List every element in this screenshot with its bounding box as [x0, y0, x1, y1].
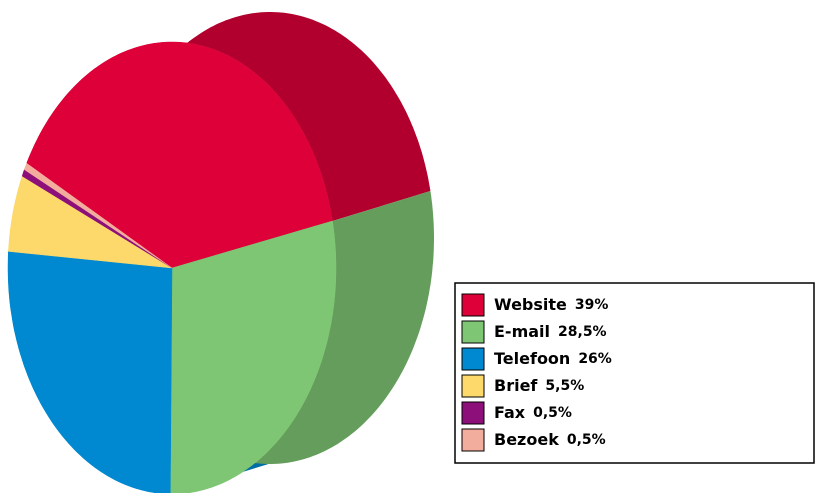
legend-label: E-mail 28,5% — [494, 322, 607, 341]
pie-faces — [7, 41, 337, 493]
pie-slice — [170, 220, 337, 493]
legend-swatch — [461, 320, 485, 344]
legend-value: 0,5% — [533, 405, 572, 421]
pie-slice — [7, 251, 173, 493]
legend-swatch — [461, 374, 485, 398]
legend-category: E-mail — [494, 322, 550, 341]
legend-category: Brief — [494, 376, 538, 395]
legend-label: Fax 0,5% — [494, 403, 572, 422]
legend-value: 0,5% — [567, 432, 606, 448]
legend-label: Telefoon 26% — [494, 349, 612, 368]
legend-swatch — [461, 293, 485, 317]
pie-side — [173, 191, 434, 493]
legend-value: 5,5% — [545, 378, 584, 394]
legend-value: 26% — [578, 351, 612, 367]
legend-value: 28,5% — [558, 324, 607, 340]
legend-swatch — [461, 428, 485, 452]
legend-label: Website 39% — [494, 295, 608, 314]
pie-slice — [23, 162, 173, 269]
legend-category: Bezoek — [494, 430, 559, 449]
pie-slice — [26, 41, 333, 269]
legend-category: Fax — [494, 403, 526, 422]
legend-value: 39% — [575, 297, 609, 313]
pie-slice — [8, 175, 173, 269]
legend-category: Telefoon — [494, 349, 570, 368]
legend-label: Bezoek 0,5% — [494, 430, 606, 449]
legend-box — [454, 282, 815, 464]
legend-category: Website — [494, 295, 567, 314]
legend-swatch — [461, 401, 485, 425]
legend-swatch — [461, 347, 485, 371]
legend-label: Brief 5,5% — [494, 376, 584, 395]
